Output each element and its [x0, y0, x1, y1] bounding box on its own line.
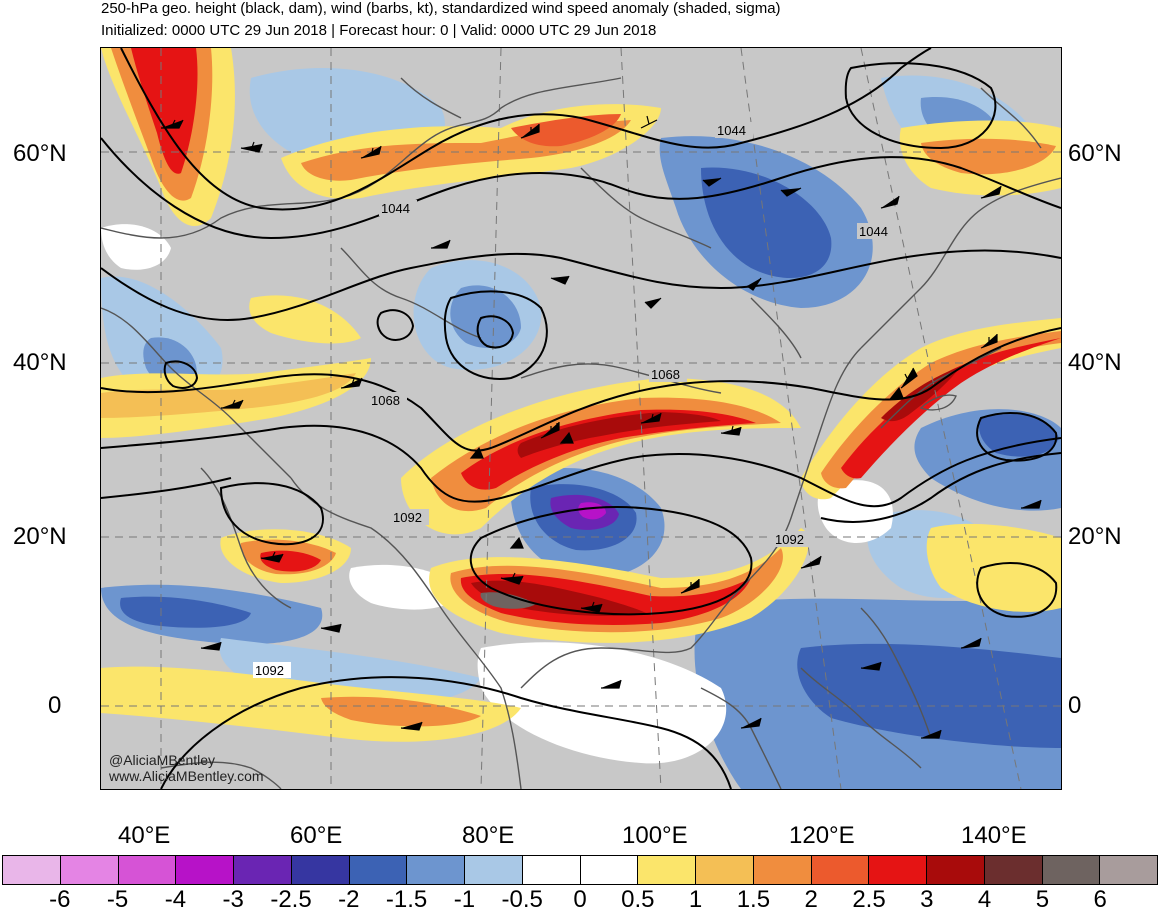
contour-label: 1092 — [775, 532, 804, 547]
colorbar-swatch — [696, 856, 754, 884]
colorbar — [2, 855, 1158, 885]
colorbar-label: -2 — [338, 886, 360, 913]
colorbar-label: 2 — [804, 886, 818, 913]
wind-barbs — [161, 115, 1042, 739]
lat-label-right: 20°N — [1068, 523, 1122, 550]
colorbar-swatch — [118, 856, 177, 884]
colorbar-label: 2.5 — [852, 886, 886, 913]
graticule — [101, 48, 1061, 789]
colorbar-label: -2.5 — [270, 886, 312, 913]
colorbar-swatch — [176, 856, 234, 884]
colorbar-swatch — [753, 856, 812, 884]
colorbar-swatch — [869, 856, 927, 884]
colorbar-label: -0.5 — [501, 886, 543, 913]
colorbar-swatch — [3, 856, 61, 884]
coastlines — [101, 77, 1061, 789]
contour-label: 1068 — [371, 393, 400, 408]
colorbar-label: 6 — [1093, 886, 1107, 913]
colorbar-swatch — [1042, 856, 1101, 884]
colorbar-swatch — [580, 856, 639, 884]
map-panel: 1044 1044 1044 1068 1068 1092 1092 1092 … — [100, 47, 1062, 790]
contour-label: 1092 — [393, 510, 422, 525]
colorbar-swatch — [465, 856, 523, 884]
lat-label-right: 0 — [1068, 692, 1082, 719]
credit-handle: @AliciaMBentley — [109, 752, 216, 768]
colorbar-swatch — [927, 856, 985, 884]
contour-labels: 1044 1044 1044 1068 1068 1092 1092 1092 — [253, 122, 895, 678]
lat-label-left: 20°N — [13, 523, 67, 550]
colorbar-label: 1.5 — [736, 886, 771, 913]
contour-label: 1044 — [381, 201, 410, 216]
lon-label: 140°E — [961, 822, 1027, 849]
colorbar-swatch — [291, 856, 350, 884]
map-canvas: 1044 1044 1044 1068 1068 1092 1092 1092 — [101, 48, 1061, 789]
colorbar-label: -6 — [49, 886, 71, 913]
colorbar-swatch — [811, 856, 870, 884]
colorbar-label: 3 — [920, 886, 934, 913]
lon-label: 80°E — [462, 822, 515, 849]
colorbar-swatch — [1100, 856, 1157, 884]
colorbar-label: -1.5 — [385, 886, 428, 913]
colorbar-swatch — [522, 856, 581, 884]
contour-label: 1068 — [651, 367, 680, 382]
colorbar-label: 0 — [573, 886, 587, 913]
lon-label: 40°E — [118, 822, 171, 849]
colorbar-label: 4 — [977, 886, 992, 913]
colorbar-label: -5 — [106, 886, 129, 913]
colorbar-swatch — [60, 856, 119, 884]
contour-label: 1044 — [859, 224, 888, 239]
colorbar-label: 5 — [1035, 886, 1050, 913]
contour-label: 1092 — [255, 663, 284, 678]
lat-label-right: 60°N — [1068, 140, 1122, 167]
lat-label-left: 40°N — [13, 349, 67, 376]
colorbar-swatch — [407, 856, 465, 884]
colorbar-label: -4 — [164, 886, 187, 913]
colorbar-swatch — [638, 856, 696, 884]
colorbar-label: 0.5 — [621, 886, 655, 913]
colorbar-swatch — [234, 856, 292, 884]
colorbar-swatch — [349, 856, 408, 884]
lat-label-left: 60°N — [13, 140, 67, 167]
lon-label: 120°E — [789, 822, 855, 849]
height-contours — [101, 48, 1061, 789]
credit-website: www.AliciaMBentley.com — [109, 768, 264, 784]
lon-label: 100°E — [622, 822, 688, 849]
map-subtitle: Initialized: 0000 UTC 29 Jun 2018 | Fore… — [101, 22, 657, 39]
positive-anomaly-shading — [101, 48, 1061, 742]
colorbar-label: 1 — [688, 886, 703, 913]
map-title: 250-hPa geo. height (black, dam), wind (… — [101, 0, 781, 17]
lat-label-right: 40°N — [1068, 349, 1122, 376]
lat-label-left: 0 — [48, 692, 62, 719]
contour-label: 1044 — [717, 123, 746, 138]
lon-label: 60°E — [290, 822, 343, 849]
colorbar-swatch — [984, 856, 1043, 884]
colorbar-label: -3 — [222, 886, 244, 913]
colorbar-label: -1 — [453, 886, 476, 913]
